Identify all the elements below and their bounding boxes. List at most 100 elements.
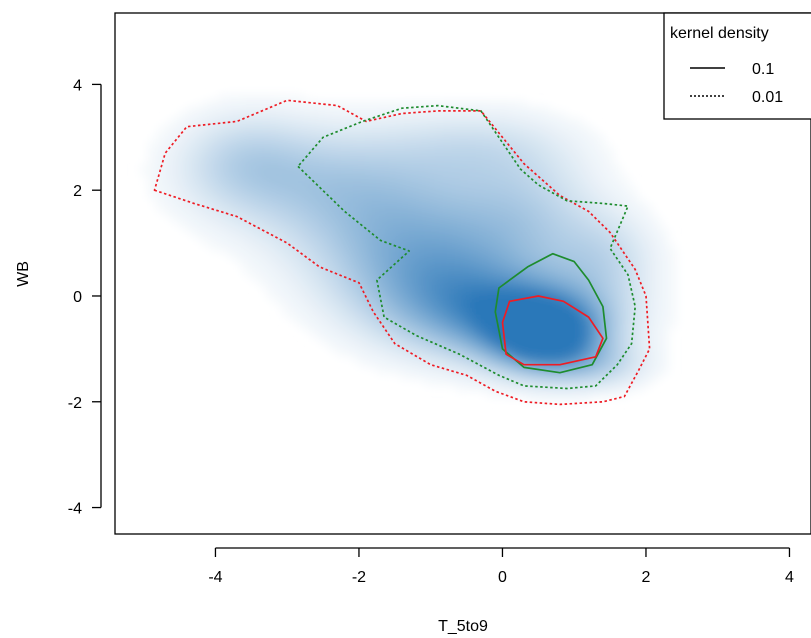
heatmap-cell xyxy=(526,344,535,351)
heatmap-cell xyxy=(605,361,614,369)
heatmap-cell xyxy=(392,175,401,182)
heatmap-cell xyxy=(502,140,512,148)
heatmap-cell xyxy=(447,222,457,229)
heatmap-cell xyxy=(210,181,220,188)
heatmap-cell xyxy=(502,100,512,107)
heatmap-cell xyxy=(629,233,638,241)
heatmap-cell xyxy=(273,262,283,270)
heatmap-cell xyxy=(487,105,496,113)
heatmap-cell xyxy=(479,100,488,107)
heatmap-cell xyxy=(187,181,196,188)
heatmap-cell xyxy=(573,152,583,159)
heatmap-cell xyxy=(573,385,583,392)
heatmap-cell xyxy=(487,164,496,171)
heatmap-cell xyxy=(360,193,370,200)
heatmap-cell xyxy=(589,361,599,369)
heatmap-cell xyxy=(281,94,291,101)
heatmap-cell xyxy=(629,198,638,206)
heatmap-cell xyxy=(566,356,575,363)
heatmap-cell xyxy=(210,216,220,223)
heatmap-cell xyxy=(479,350,488,357)
heatmap-cell xyxy=(352,105,362,113)
heatmap-cell xyxy=(526,164,535,171)
heatmap-cell xyxy=(471,100,480,107)
heatmap-cell xyxy=(629,385,638,392)
heatmap-cell xyxy=(431,379,441,386)
x-axis-label: T_5to9 xyxy=(438,618,488,635)
heatmap-cell xyxy=(566,140,575,148)
heatmap-cell xyxy=(155,134,164,142)
heatmap-cell xyxy=(289,175,299,182)
heatmap-cell xyxy=(242,152,251,159)
heatmap-cell xyxy=(329,274,338,281)
heatmap-cell xyxy=(289,251,299,258)
heatmap-cell xyxy=(550,396,559,404)
heatmap-cell xyxy=(479,367,488,375)
heatmap-cell xyxy=(518,257,528,264)
heatmap-cell xyxy=(368,204,378,212)
heatmap-cell xyxy=(376,129,385,136)
heatmap-cell xyxy=(526,239,535,246)
heatmap-cell xyxy=(400,292,409,299)
heatmap-cell xyxy=(534,280,543,287)
heatmap-cell xyxy=(502,326,512,334)
heatmap-cell xyxy=(345,268,354,276)
heatmap-cell xyxy=(423,129,433,136)
heatmap-cell xyxy=(455,222,464,229)
heatmap-cell xyxy=(226,123,236,130)
heatmap-cell xyxy=(566,164,575,171)
heatmap-cell xyxy=(660,233,670,241)
heatmap-cell xyxy=(581,228,591,235)
heatmap-cell xyxy=(526,105,535,113)
heatmap-cell xyxy=(171,169,180,177)
heatmap-cell xyxy=(526,251,535,258)
heatmap-cell xyxy=(589,187,599,194)
heatmap-cell xyxy=(487,181,496,188)
heatmap-cell xyxy=(463,117,472,124)
heatmap-cell xyxy=(589,245,599,252)
heatmap-cell xyxy=(487,338,496,345)
heatmap-cell xyxy=(526,204,535,212)
heatmap-cell xyxy=(368,315,378,322)
heatmap-cell xyxy=(463,198,472,206)
heatmap-cell xyxy=(550,326,559,334)
heatmap-cell xyxy=(510,332,520,340)
heatmap-cell xyxy=(352,356,362,363)
heatmap-cell xyxy=(589,204,599,212)
heatmap-cell xyxy=(605,344,614,351)
heatmap-cell xyxy=(558,198,567,206)
heatmap-cell xyxy=(566,181,575,188)
heatmap-cell xyxy=(581,326,591,334)
heatmap-cell xyxy=(171,152,180,159)
heatmap-cell xyxy=(202,146,212,153)
heatmap-cell xyxy=(589,164,599,171)
heatmap-cell xyxy=(376,350,385,357)
heatmap-cell xyxy=(439,292,449,299)
heatmap-cell xyxy=(558,350,567,357)
heatmap-cell xyxy=(526,193,535,200)
heatmap-cell xyxy=(147,181,157,188)
heatmap-cell xyxy=(368,268,378,276)
heatmap-cell xyxy=(416,100,425,107)
heatmap-cell xyxy=(581,338,591,345)
heatmap-cell xyxy=(155,187,164,194)
heatmap-cell xyxy=(660,361,670,369)
heatmap-cell xyxy=(447,233,457,241)
heatmap-cell xyxy=(566,123,575,130)
heatmap-cell xyxy=(242,233,251,241)
heatmap-cell xyxy=(423,187,433,194)
heatmap-cell xyxy=(431,100,441,107)
heatmap-cell xyxy=(297,262,307,270)
heatmap-cell xyxy=(345,210,354,217)
heatmap-cell xyxy=(463,280,472,287)
heatmap-cell xyxy=(187,123,196,130)
heatmap-cell xyxy=(621,187,630,194)
heatmap-cell xyxy=(518,280,528,287)
heatmap-cell xyxy=(550,356,559,363)
heatmap-cell xyxy=(352,344,362,351)
heatmap-cell xyxy=(273,100,283,107)
heatmap-cell xyxy=(313,326,322,334)
heatmap-cell xyxy=(455,175,464,182)
heatmap-cell xyxy=(487,274,496,281)
heatmap-cell xyxy=(416,193,425,200)
